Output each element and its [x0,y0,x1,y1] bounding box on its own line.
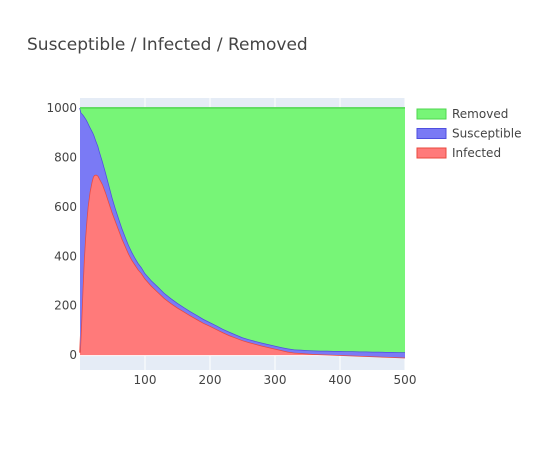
y-tick-label: 200 [54,299,77,313]
legend-item-susceptible[interactable]: Susceptible [416,127,521,141]
area-series [79,107,406,359]
legend-label: Removed [452,107,508,121]
x-tick-label: 300 [264,373,287,387]
area-infected[interactable] [80,174,405,358]
x-tick-label: 100 [134,373,157,387]
y-tick-label: 600 [54,200,77,214]
y-tick-label: 800 [54,150,77,164]
y-tick-label: 0 [69,348,77,362]
legend-label: Infected [452,146,501,160]
y-tick-label: 1000 [46,101,77,115]
legend[interactable]: Removed Susceptible Infected [416,107,521,160]
x-tick-label: 200 [199,373,222,387]
legend-item-infected[interactable]: Infected [416,146,501,160]
y-tick-label: 400 [54,249,77,263]
chart-title: Susceptible / Infected / Removed [27,35,308,55]
legend-label: Susceptible [452,127,521,141]
legend-item-removed[interactable]: Removed [416,107,508,121]
legend-swatch [416,128,447,139]
legend-swatch [416,108,447,120]
area-removed[interactable] [80,107,405,353]
x-tick-label: 500 [394,373,417,387]
legend-swatch [416,147,447,159]
y-axis: 0 200 400 600 800 1000 [46,101,77,362]
area-susceptible[interactable] [80,107,405,358]
x-tick-label: 400 [329,373,352,387]
x-axis: 100 200 300 400 500 [134,373,417,387]
